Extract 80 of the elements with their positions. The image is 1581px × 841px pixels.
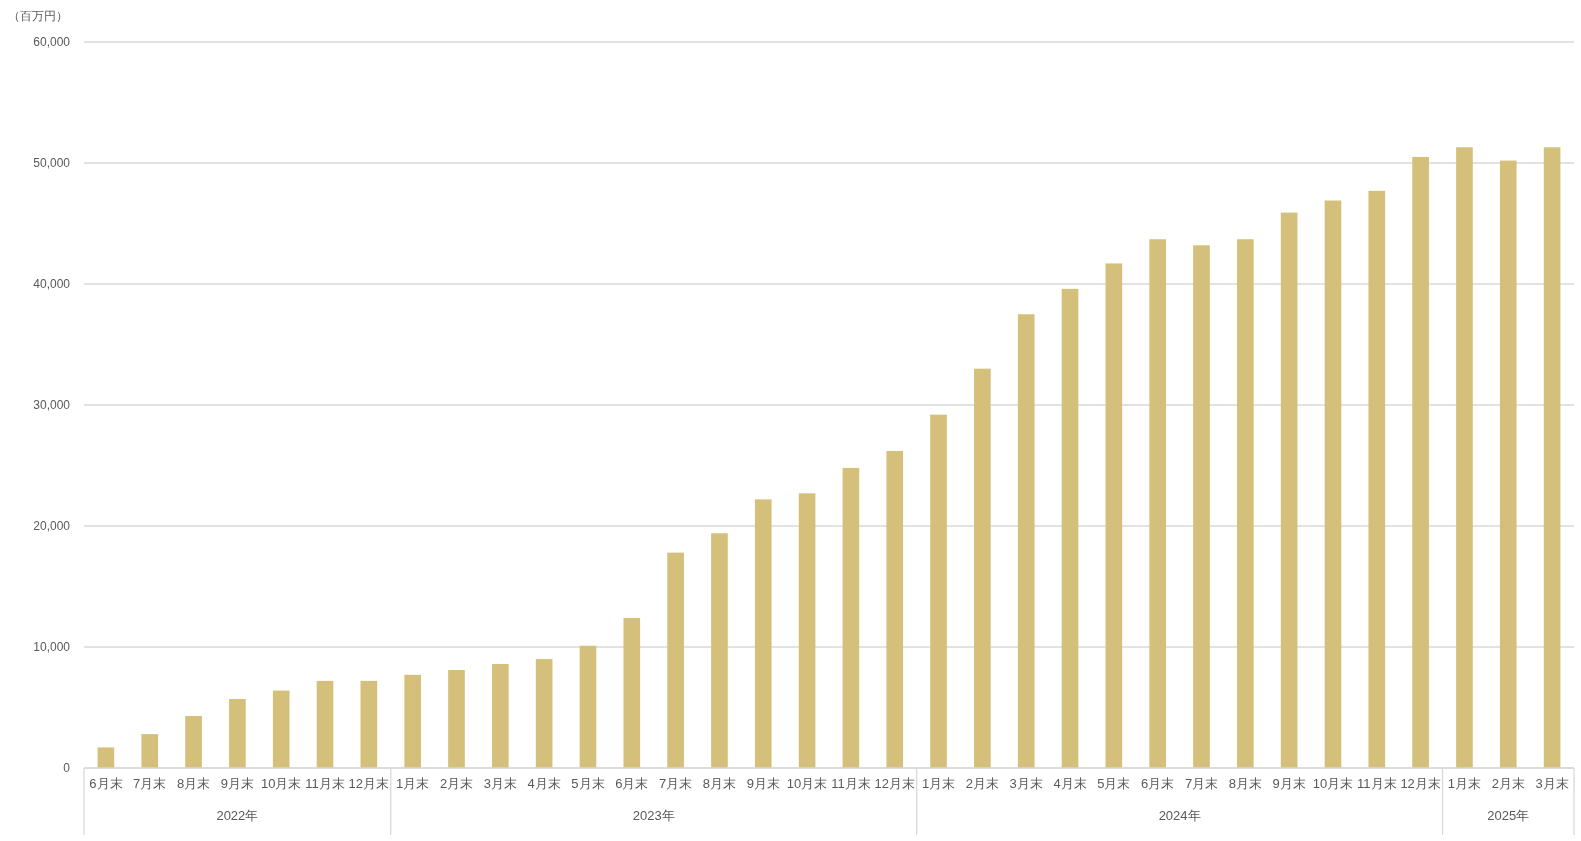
- text: 2023年: [632, 808, 675, 823]
- bar: [1368, 190, 1386, 768]
- bar: [974, 368, 991, 768]
- bar: [1193, 245, 1210, 768]
- bar: [754, 499, 772, 768]
- x-tick-label: 1月末: [921, 776, 956, 791]
- x-tick-label: 2月末: [965, 776, 999, 791]
- bar: [272, 690, 290, 768]
- text: 2022年: [216, 808, 259, 823]
- bar: [623, 617, 641, 768]
- x-tick-label: 7月末: [659, 776, 693, 791]
- x-tick-label: 4月末: [527, 776, 561, 791]
- x-tick-label: 2月末: [1491, 776, 1525, 791]
- x-tick-label: 11月末: [305, 776, 345, 791]
- x-tick-label: 8月末: [702, 776, 737, 791]
- bar: [886, 450, 904, 768]
- y-tick-label: 30,000: [33, 398, 71, 412]
- bar: [1061, 288, 1079, 768]
- bar: [316, 680, 334, 768]
- bar: [535, 659, 553, 768]
- x-tick-label: 11月末: [831, 776, 871, 791]
- y-tick-label: 20,000: [33, 519, 71, 533]
- bar: [229, 699, 246, 768]
- x-tick-label: 3月末: [1009, 776, 1043, 791]
- bar: [1017, 314, 1035, 768]
- bar: [1456, 147, 1473, 768]
- x-tick-label: 9月末: [1272, 776, 1306, 791]
- bar: [667, 552, 684, 768]
- bar: [711, 533, 728, 768]
- x-tick-label: 1月末: [1447, 776, 1482, 791]
- bar: [1105, 263, 1123, 768]
- bar: [1499, 160, 1517, 768]
- bar: [185, 715, 202, 768]
- x-tick-label: 11月末: [1357, 776, 1397, 791]
- x-tick-label: 12月末: [1400, 776, 1441, 791]
- x-tick-label: 10月末: [1312, 776, 1354, 791]
- x-tick-label: 3月末: [483, 776, 517, 791]
- bar: [842, 467, 860, 768]
- bar: [1280, 212, 1298, 768]
- x-tick-label: 8月末: [1228, 776, 1262, 791]
- bar: [798, 493, 816, 768]
- x-tick-label: 1月末: [396, 776, 430, 791]
- x-tick-label: 8月末: [176, 776, 211, 791]
- bar: [1543, 147, 1561, 768]
- bar: [492, 663, 509, 768]
- bar: [1412, 156, 1429, 768]
- x-tick-label: 6月末: [89, 776, 123, 791]
- x-tick-label: 12月末: [348, 776, 390, 791]
- y-tick-label: 0: [63, 761, 71, 775]
- bar: [97, 747, 115, 768]
- bar: [930, 414, 947, 768]
- x-tick-label: 2月末: [439, 776, 474, 791]
- x-tick-label: 6月末: [1141, 776, 1175, 791]
- x-tick-label: 9月末: [746, 776, 780, 791]
- bar: [1237, 239, 1254, 768]
- y-tick-label: 50,000: [33, 156, 71, 170]
- bar: [1324, 200, 1342, 768]
- bar: [579, 645, 597, 768]
- y-tick-label: 10,000: [33, 640, 71, 654]
- bar: [404, 674, 421, 768]
- bar: [1149, 239, 1166, 768]
- bar: [448, 669, 465, 768]
- x-tick-label: 6月末: [615, 776, 649, 791]
- y-tick-label: 60,000: [33, 35, 71, 49]
- x-tick-label: 7月末: [133, 776, 167, 791]
- y-axis-title: （百万円）: [8, 9, 68, 23]
- text: 2024年: [1158, 808, 1201, 823]
- bar: [360, 680, 378, 768]
- x-tick-label: 4月末: [1053, 776, 1087, 791]
- x-tick-label: 10月末: [786, 776, 828, 791]
- x-tick-label: 9月末: [220, 776, 254, 791]
- x-tick-label: 12月末: [874, 776, 915, 791]
- text: 2025年: [1487, 808, 1530, 823]
- x-tick-label: 3月末: [1535, 776, 1569, 791]
- x-tick-label: 10月末: [260, 776, 302, 791]
- x-tick-label: 5月末: [1097, 776, 1131, 791]
- y-tick-label: 40,000: [33, 277, 71, 291]
- bar: [141, 734, 159, 768]
- x-tick-label: 7月末: [1184, 776, 1219, 791]
- x-tick-label: 5月末: [571, 776, 605, 791]
